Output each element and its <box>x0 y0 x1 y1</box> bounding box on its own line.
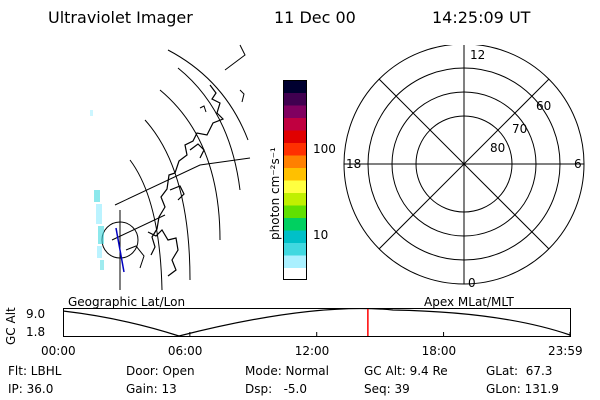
status-door: Door: Open <box>126 364 195 378</box>
colorbar-band <box>283 117 307 131</box>
status-flt: Flt: LBHL <box>8 364 62 378</box>
timeline-y-tick-bottom: 1.8 <box>26 325 46 339</box>
mlat-label-60: 60 <box>536 99 551 113</box>
altitude-curve <box>63 308 571 337</box>
header-time: 14:25:09 UT <box>432 8 531 27</box>
polar-plot: 12 18 6 0 60 70 80 <box>343 45 585 290</box>
grid-line <box>224 44 246 71</box>
colorbar-band <box>283 230 307 243</box>
mlt-label-6: 6 <box>574 157 582 171</box>
colorbar-tick-10: 10 <box>313 228 329 242</box>
status-gc-alt: GC Alt: 9.4 Re <box>364 364 448 378</box>
colorbar-unit-label: photon cm⁻²s⁻¹ <box>268 147 282 240</box>
colorbar-band <box>283 155 307 168</box>
mlt-label-0: 0 <box>468 276 476 290</box>
footprint-line <box>115 227 125 273</box>
status-gain: Gain: 13 <box>126 382 177 396</box>
timeline-plot <box>63 308 571 337</box>
grid-line <box>159 89 221 241</box>
colorbar-band <box>283 130 307 143</box>
grid-line <box>114 157 251 206</box>
colorbar <box>283 80 307 281</box>
timeline-left-title: Geographic Lat/Lon <box>68 295 186 309</box>
status-seq: Seq: 39 <box>364 382 410 396</box>
status-ip: IP: 36.0 <box>8 382 54 396</box>
mlt-label-18: 18 <box>346 157 361 171</box>
grid-line <box>167 49 249 141</box>
header-date: 11 Dec 00 <box>274 8 356 27</box>
coastline <box>125 89 245 269</box>
timeline-y-label: GC Alt <box>4 307 18 345</box>
colorbar-tick-100: 100 <box>313 142 336 156</box>
colorbar-band <box>283 80 307 93</box>
grid-line <box>144 119 191 281</box>
mlat-label-70: 70 <box>512 122 527 136</box>
colorbar-band <box>283 267 307 281</box>
timeline-right-title: Apex MLat/MLT <box>424 295 514 309</box>
colorbar-band <box>283 205 307 218</box>
coastline <box>147 84 225 277</box>
colorbar-band <box>283 180 307 193</box>
geographic-map <box>90 44 251 290</box>
grid-line <box>111 214 166 241</box>
timeline-y-tick-top: 9.0 <box>26 307 46 321</box>
colorbar-band <box>283 105 307 118</box>
colorbar-band <box>283 192 307 206</box>
x-tick-label: 00:00 <box>41 344 76 358</box>
instrument-title: Ultraviolet Imager <box>48 8 193 27</box>
colorbar-gradient <box>283 80 307 281</box>
mlt-label-12: 12 <box>470 48 485 62</box>
colorbar-band <box>283 242 307 256</box>
grid-line <box>129 159 163 290</box>
colorbar-band <box>283 217 307 231</box>
status-glon: GLon: 131.9 <box>486 382 559 396</box>
colorbar-band <box>283 255 307 268</box>
colorbar-band <box>283 167 307 181</box>
colorbar-frame <box>283 80 307 280</box>
colorbar-band <box>283 92 307 106</box>
status-dsp: Dsp: -5.0 <box>245 382 308 396</box>
status-mode: Mode: Normal <box>245 364 329 378</box>
x-ticks <box>63 332 571 337</box>
x-tick-label: 18:00 <box>421 344 457 358</box>
mlat-label-80: 80 <box>490 141 505 155</box>
x-tick-label: 06:00 <box>167 344 203 358</box>
aurora-glow <box>90 110 104 270</box>
grid-line <box>177 67 241 191</box>
polar-diagonal <box>378 78 550 250</box>
status-glat: GLat: 67.3 <box>486 364 553 378</box>
x-tick-label: 12:00 <box>294 344 330 358</box>
x-tick-label: 23:59 <box>548 344 583 358</box>
colorbar-band <box>283 142 307 156</box>
